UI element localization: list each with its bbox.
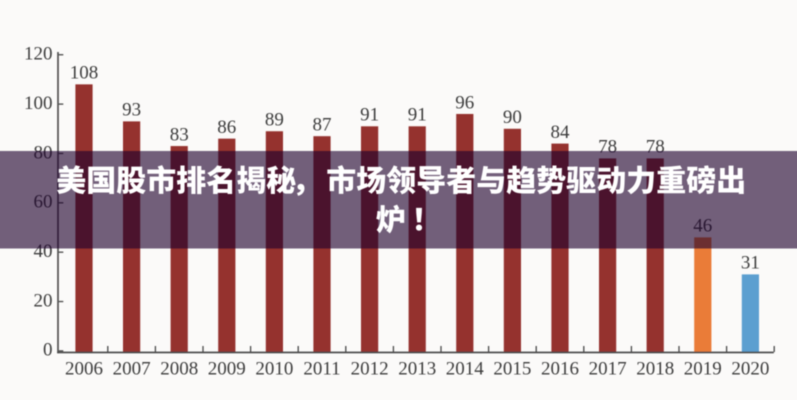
svg-text:2010: 2010 xyxy=(255,359,293,380)
svg-text:2008: 2008 xyxy=(160,359,198,380)
svg-text:84: 84 xyxy=(551,122,571,143)
svg-text:108: 108 xyxy=(70,63,99,84)
svg-text:91: 91 xyxy=(408,105,427,126)
svg-text:96: 96 xyxy=(455,92,474,113)
svg-text:2013: 2013 xyxy=(398,359,436,380)
svg-text:2012: 2012 xyxy=(351,359,389,380)
svg-text:93: 93 xyxy=(122,100,141,121)
svg-text:0: 0 xyxy=(43,340,53,361)
svg-text:2009: 2009 xyxy=(208,359,246,380)
svg-text:2017: 2017 xyxy=(589,359,627,380)
svg-text:31: 31 xyxy=(741,253,760,274)
svg-text:83: 83 xyxy=(170,124,189,145)
svg-text:120: 120 xyxy=(24,44,53,65)
svg-text:90: 90 xyxy=(503,107,522,128)
svg-text:86: 86 xyxy=(217,117,236,138)
svg-text:2014: 2014 xyxy=(446,359,485,380)
svg-text:20: 20 xyxy=(34,290,53,311)
svg-text:2016: 2016 xyxy=(541,359,579,380)
svg-text:100: 100 xyxy=(24,93,53,114)
svg-text:2007: 2007 xyxy=(113,359,151,380)
svg-text:89: 89 xyxy=(265,110,284,131)
svg-text:2018: 2018 xyxy=(636,359,674,380)
svg-text:2015: 2015 xyxy=(493,359,531,380)
svg-text:2011: 2011 xyxy=(303,359,340,380)
svg-text:87: 87 xyxy=(313,114,332,135)
svg-text:91: 91 xyxy=(360,105,379,126)
svg-text:2006: 2006 xyxy=(65,359,103,380)
svg-text:2019: 2019 xyxy=(684,359,722,380)
svg-text:2020: 2020 xyxy=(731,359,769,380)
